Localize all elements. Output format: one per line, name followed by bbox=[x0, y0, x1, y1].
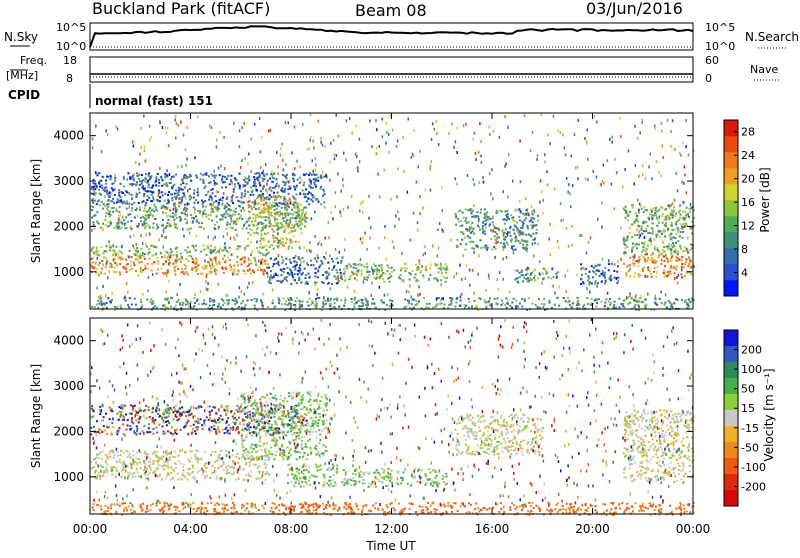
freq-label: Freq. bbox=[20, 54, 47, 67]
y-tick-label: 4000 bbox=[53, 334, 84, 348]
y-tick-label: 2000 bbox=[53, 424, 84, 438]
y-tick-label: 2000 bbox=[53, 219, 84, 233]
y-tick-label: 4000 bbox=[53, 129, 84, 143]
echo-region bbox=[343, 263, 449, 283]
colorbar-cell bbox=[724, 136, 738, 152]
power-ylabel: Slant Range [km] bbox=[29, 159, 43, 263]
y-tick-label: 3000 bbox=[53, 379, 84, 393]
nave-tick-bottom: 0 bbox=[705, 72, 712, 85]
colorbar-tick-label: -15 bbox=[741, 422, 759, 435]
colorbar-cell bbox=[724, 458, 738, 474]
freq-tick-bottom: 8 bbox=[66, 72, 73, 85]
colorbar-tick-label: 8 bbox=[741, 243, 748, 256]
echo-region bbox=[623, 409, 695, 483]
echo-region bbox=[623, 204, 695, 255]
colorbar-cell bbox=[724, 410, 738, 426]
echo-region bbox=[287, 463, 338, 487]
colorbar-cell bbox=[724, 120, 738, 136]
colorbar-cell bbox=[724, 168, 738, 184]
x-tick-label: 00:00 bbox=[676, 522, 711, 536]
freq-panel-frame bbox=[90, 57, 693, 82]
colorbar-cell bbox=[724, 232, 738, 248]
x-axis-label: Time UT bbox=[365, 539, 416, 553]
freq-unit: [MHz] bbox=[6, 69, 38, 82]
nsearch-label: N.Search bbox=[745, 30, 799, 44]
x-tick-label: 12:00 bbox=[374, 522, 409, 536]
colorbar-tick-label: 20 bbox=[741, 173, 755, 186]
nave-tick-top: 60 bbox=[705, 54, 719, 67]
y-tick-label: 3000 bbox=[53, 174, 84, 188]
nave-label: Nave bbox=[750, 63, 778, 76]
echo-region bbox=[91, 450, 271, 481]
colorbar-cell bbox=[724, 346, 738, 362]
colorbar-cell bbox=[724, 426, 738, 442]
power-panel-frame bbox=[90, 113, 693, 309]
scatter-echoes bbox=[90, 113, 694, 302]
nsearch-tick-bottom: 10^0 bbox=[705, 40, 735, 53]
station-title: Buckland Park (fitACF) bbox=[92, 0, 270, 18]
nsky-trace bbox=[90, 26, 693, 47]
colorbar-tick-label: 12 bbox=[741, 220, 755, 233]
freq-tick-top: 18 bbox=[63, 54, 77, 67]
x-tick-label: 00:00 bbox=[73, 522, 108, 536]
echo-region bbox=[91, 245, 270, 258]
x-tick-label: 08:00 bbox=[274, 522, 309, 536]
echo-region bbox=[623, 254, 695, 278]
nsky-tick-top: 10^5 bbox=[56, 21, 86, 34]
echo-region bbox=[580, 263, 619, 285]
velocity-ylabel: Slant Range [km] bbox=[29, 364, 43, 468]
nsearch-tick-top: 10^5 bbox=[705, 21, 735, 34]
cpid-value: normal (fast) 151 bbox=[95, 94, 213, 108]
velocity-heatmap bbox=[90, 318, 695, 516]
colorbar-cell bbox=[724, 330, 738, 346]
velocity-y-axis: 1000 2000 3000 4000 bbox=[53, 318, 693, 514]
colorbar-tick-label: 4 bbox=[741, 267, 748, 280]
colorbar-cell bbox=[724, 490, 738, 506]
cpid-label: CPID bbox=[8, 88, 40, 102]
colorbar-tick-label: -100 bbox=[741, 461, 766, 474]
nsky-panel-frame bbox=[90, 23, 693, 50]
colorbar-tick-label: 24 bbox=[741, 149, 755, 162]
x-tick-label: 04:00 bbox=[173, 522, 208, 536]
colorbar-tick-label: 50 bbox=[741, 383, 755, 396]
nsky-line bbox=[90, 26, 693, 47]
nsky-tick-bottom: 10^0 bbox=[56, 40, 86, 53]
echo-region bbox=[90, 256, 269, 276]
colorbar-cell bbox=[724, 152, 738, 168]
colorbar-tick-label: 16 bbox=[741, 196, 755, 209]
colorbar-tick-label: 15 bbox=[741, 402, 755, 415]
power-colorbar: 4 8 12 16 20 24 28 bbox=[724, 120, 755, 296]
colorbar-cell bbox=[724, 378, 738, 394]
velocity-colorbar-label: Velocity [m s⁻¹] bbox=[762, 368, 776, 461]
colorbar-cell bbox=[724, 280, 738, 296]
velocity-colorbar: 200 100 50 15 -15 -50 -100 -200 bbox=[724, 330, 766, 506]
colorbar-cell bbox=[724, 474, 738, 490]
time-axis: 00:00 04:00 08:00 12:00 16:00 20:00 00:00 bbox=[73, 522, 711, 536]
colorbar-tick-label: 28 bbox=[741, 126, 755, 139]
colorbar-cell bbox=[724, 248, 738, 264]
beam-label: Beam 08 bbox=[355, 1, 427, 20]
colorbar-tick-label: -200 bbox=[741, 480, 766, 493]
colorbar-tick-label: 100 bbox=[741, 363, 762, 376]
x-tick-label: 16:00 bbox=[475, 522, 510, 536]
colorbar-tick-label: 200 bbox=[741, 344, 762, 357]
power-heatmap bbox=[90, 113, 695, 311]
nsky-label: N.Sky bbox=[4, 30, 38, 44]
echo-region bbox=[266, 256, 343, 285]
colorbar-cell bbox=[724, 216, 738, 232]
y-tick-label: 1000 bbox=[53, 265, 84, 279]
colorbar-cell bbox=[724, 362, 738, 378]
power-colorbar-label: Power [dB] bbox=[758, 167, 772, 232]
colorbar-tick-label: -50 bbox=[741, 441, 759, 454]
colorbar-cell bbox=[724, 184, 738, 200]
colorbar-cell bbox=[724, 442, 738, 458]
x-tick-label: 20:00 bbox=[575, 522, 610, 536]
y-tick-label: 1000 bbox=[53, 470, 84, 484]
echo-region bbox=[455, 414, 545, 456]
date-label: 03/Jun/2016 bbox=[586, 0, 683, 18]
